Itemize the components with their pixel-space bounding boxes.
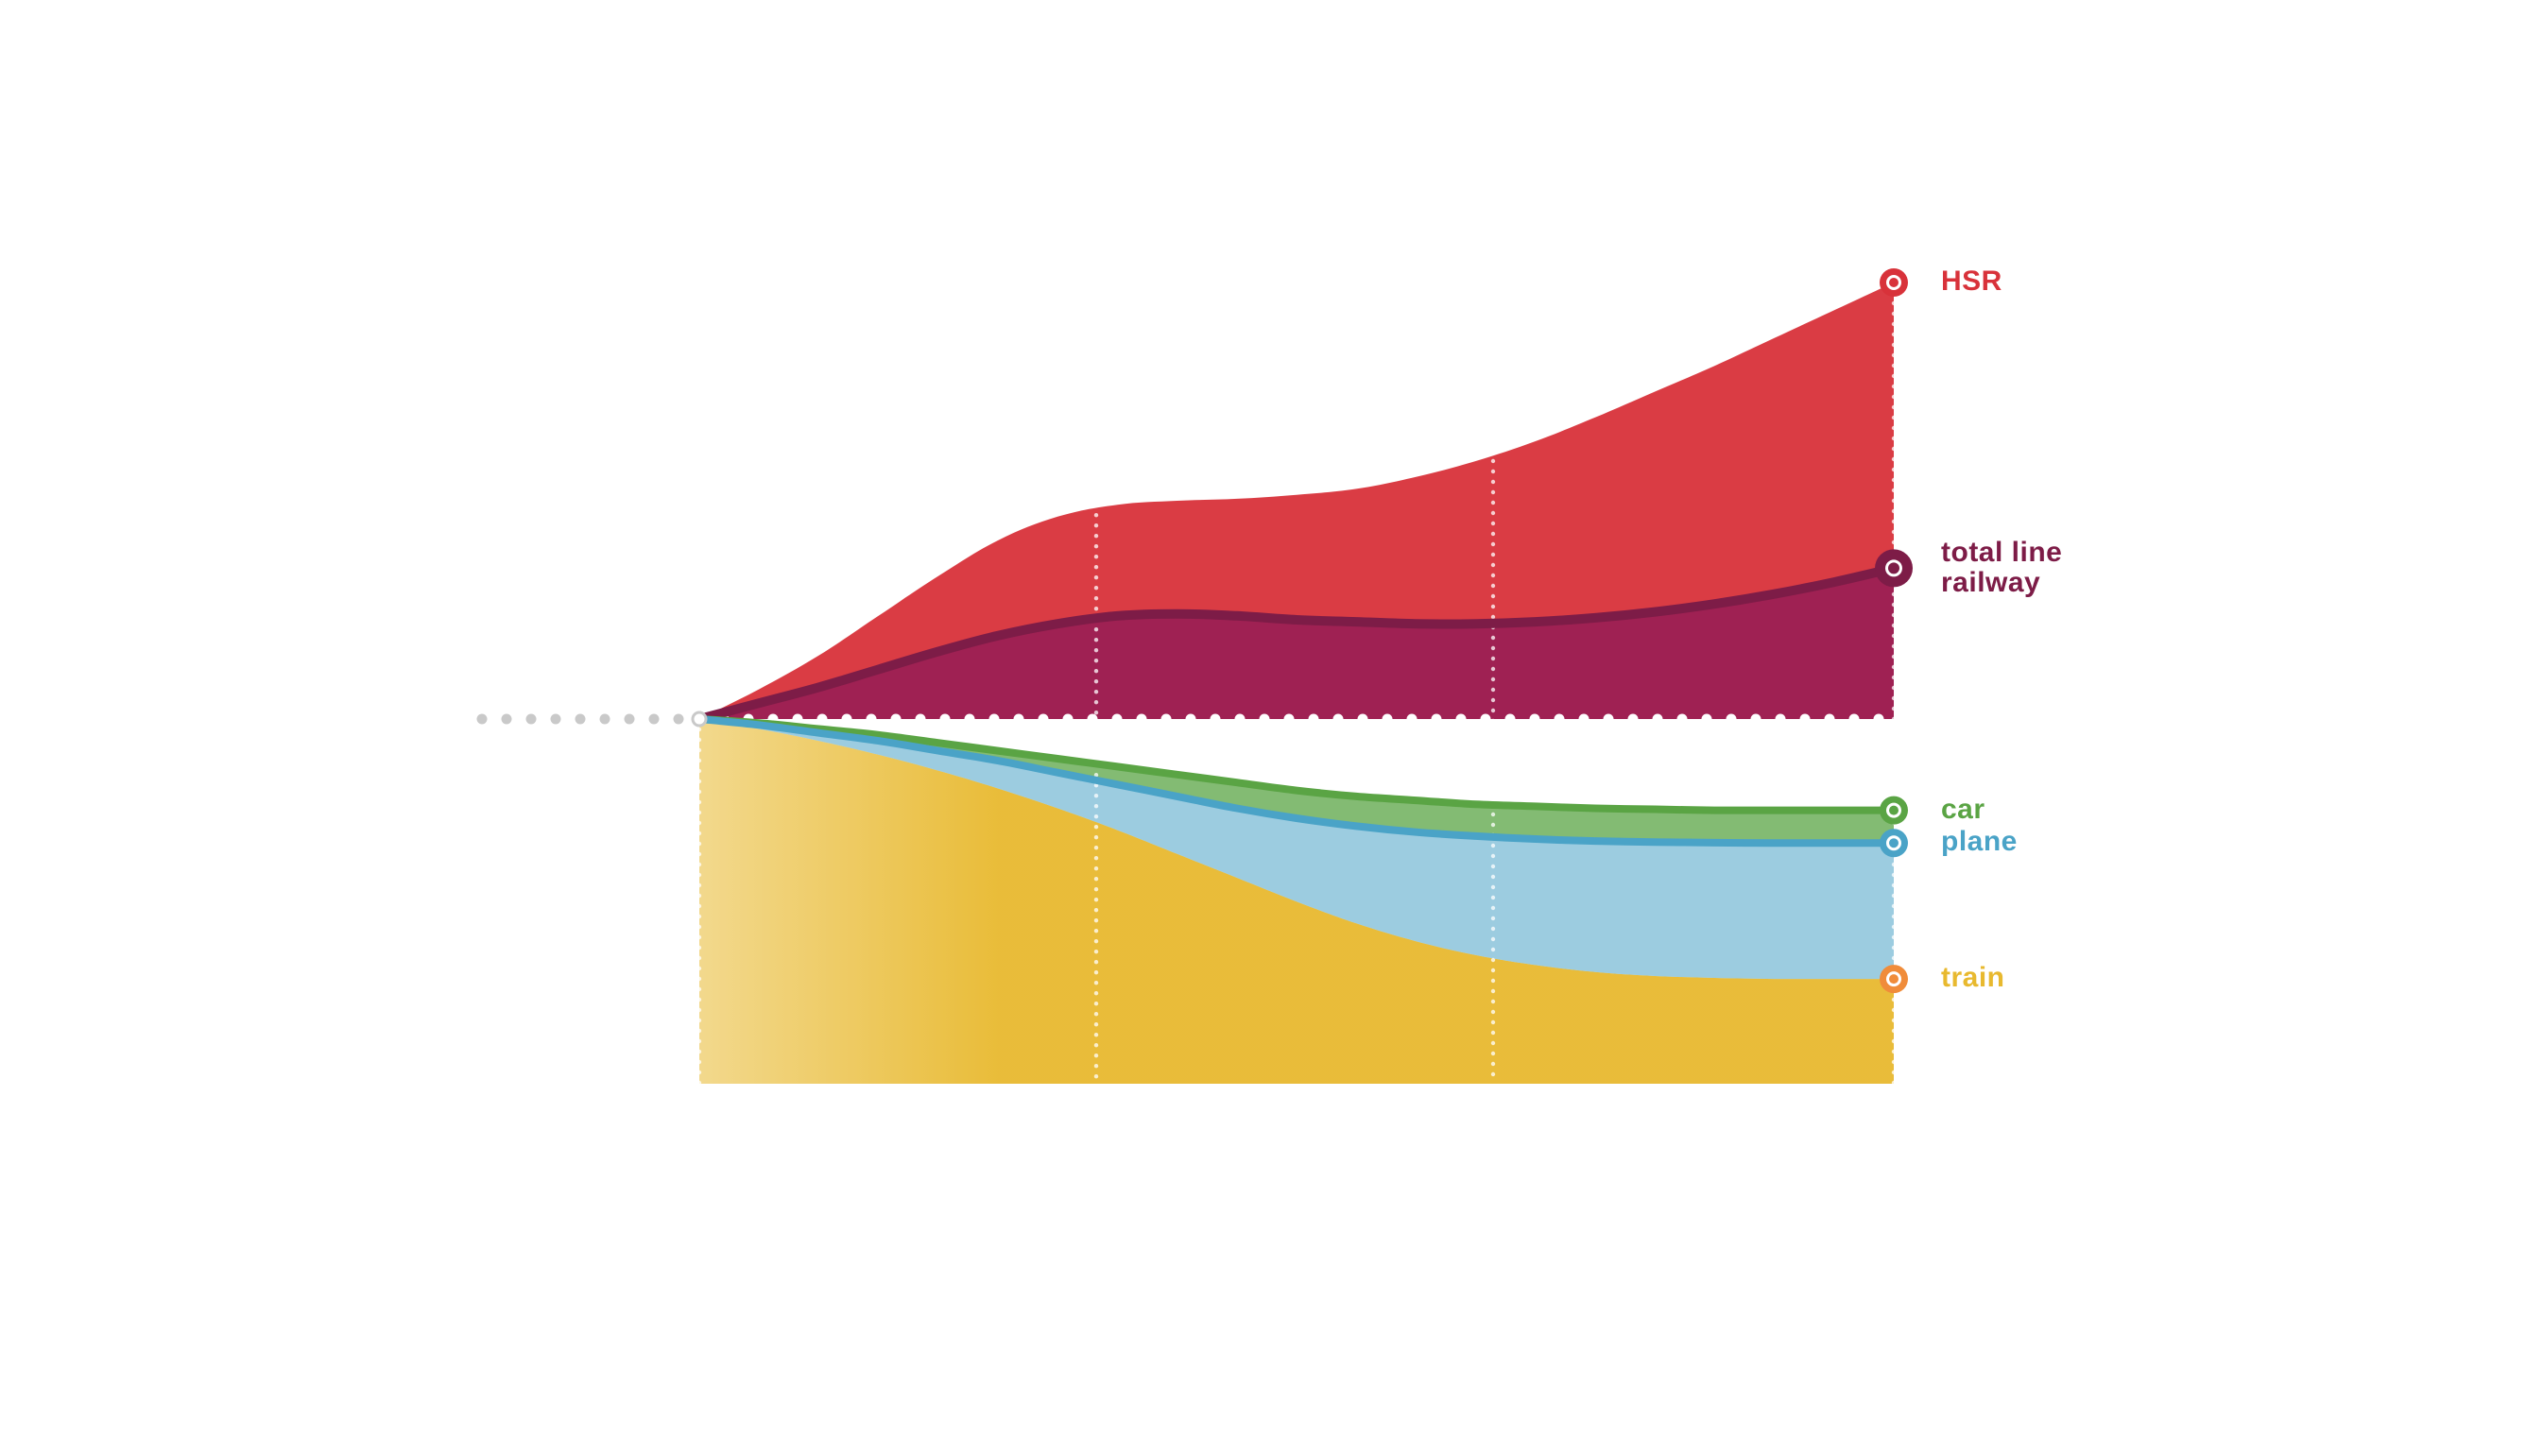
marker-car [1880,797,1908,825]
label-hsr: HSR [1941,266,2002,297]
label-plane: plane [1941,827,2018,857]
marker-hsr [1880,268,1908,297]
origin-marker [693,712,706,726]
divergence-area-chart: HSR total line railway carplane train [0,0,2543,1451]
label-train: train [1941,963,2005,993]
marker-train [1880,965,1908,993]
marker-total_line_railway [1875,549,1913,587]
label-total_line_railway: total line railway [1941,538,2062,597]
chart-svg [0,0,2543,1451]
label-car: car [1941,795,1985,825]
marker-plane [1880,829,1908,857]
